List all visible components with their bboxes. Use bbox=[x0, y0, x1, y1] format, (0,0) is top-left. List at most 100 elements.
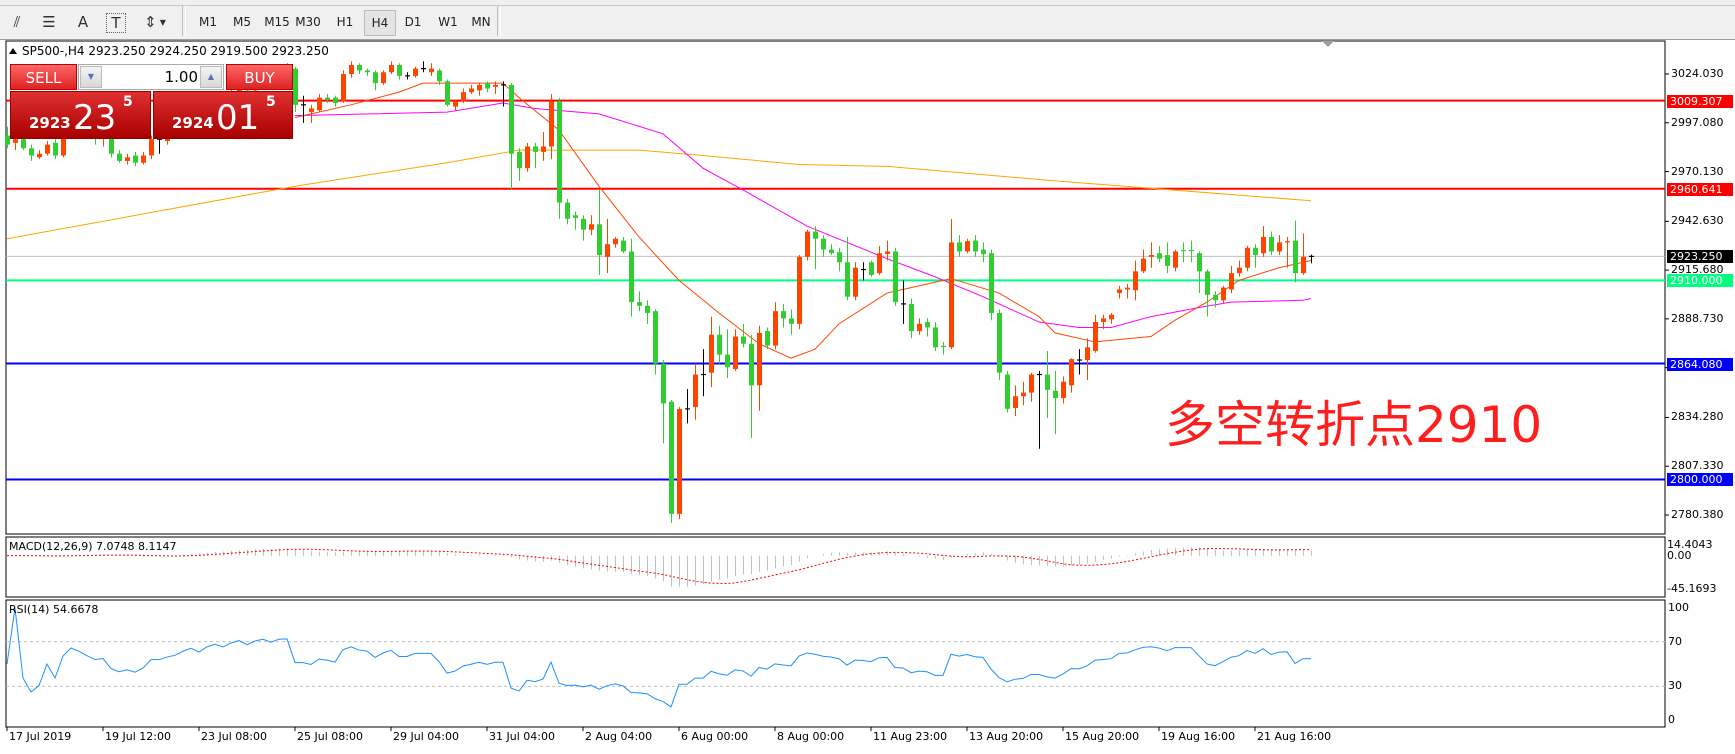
candle bbox=[485, 81, 490, 93]
candle-body bbox=[1045, 374, 1050, 390]
time-axis-label: 25 Jul 08:00 bbox=[297, 730, 363, 743]
candle-body bbox=[669, 401, 674, 514]
candle-body bbox=[1021, 392, 1026, 397]
candle bbox=[813, 226, 818, 270]
candle bbox=[709, 316, 714, 388]
candle bbox=[773, 302, 778, 350]
candle bbox=[717, 325, 722, 364]
candle-body bbox=[397, 65, 402, 76]
timeframe-d1[interactable]: D1 bbox=[404, 15, 422, 29]
candle bbox=[373, 70, 378, 91]
ma-slow-line bbox=[6, 149, 1312, 240]
time-axis-label: 8 Aug 00:00 bbox=[777, 730, 845, 743]
lot-increase-button[interactable]: ▲ bbox=[200, 66, 222, 88]
candle bbox=[1277, 235, 1282, 256]
timeframe-m1[interactable]: M1 bbox=[199, 15, 217, 29]
candle bbox=[981, 242, 986, 263]
text-icon[interactable]: A bbox=[77, 13, 89, 31]
candle bbox=[1157, 246, 1162, 263]
time-axis-label: 13 Aug 20:00 bbox=[969, 730, 1044, 743]
candle-body bbox=[1261, 236, 1266, 254]
lot-decrease-button[interactable]: ▼ bbox=[80, 66, 102, 88]
candle bbox=[1013, 385, 1018, 417]
candle-body bbox=[1221, 287, 1226, 301]
timeframe-w1[interactable]: W1 bbox=[438, 15, 458, 29]
lot-size-field[interactable]: ▼ 1.00 ▲ bbox=[78, 64, 224, 90]
candle-body bbox=[629, 251, 634, 303]
price-line-label: 2800.000 bbox=[1667, 473, 1733, 487]
timeframe-m15[interactable]: M15 bbox=[264, 15, 290, 29]
sell-price-small: 2923 bbox=[29, 114, 71, 132]
candle-body bbox=[317, 97, 322, 111]
candle-body bbox=[1197, 253, 1202, 272]
candle-body bbox=[541, 146, 546, 152]
candle-body bbox=[677, 408, 682, 514]
timeframe-m5[interactable]: M5 bbox=[233, 15, 251, 29]
candle bbox=[949, 218, 954, 350]
ma-mid-line bbox=[294, 102, 1312, 328]
macd-title: MACD(12,26,9) 7.0748 8.1147 bbox=[9, 540, 177, 553]
symbol-triangle-icon bbox=[9, 48, 17, 54]
candle bbox=[933, 322, 938, 351]
time-axis-label: 11 Aug 23:00 bbox=[873, 730, 948, 743]
macd-axis-label: 14.4043 bbox=[1667, 538, 1713, 551]
price-line-label: 2923.250 bbox=[1667, 250, 1733, 264]
buy-price-box[interactable]: 2924 01 5 bbox=[153, 91, 293, 139]
fibonacci-icon[interactable]: ☰ bbox=[42, 13, 56, 31]
candle bbox=[1037, 370, 1042, 449]
candle bbox=[837, 247, 842, 272]
candle bbox=[317, 93, 322, 113]
text-label-icon[interactable]: T bbox=[106, 13, 126, 33]
candle bbox=[1029, 372, 1034, 402]
chart-annotation[interactable]: 多空转折点2910 bbox=[1165, 396, 1543, 454]
sell-button[interactable]: SELL bbox=[10, 64, 77, 90]
candle-body bbox=[813, 231, 818, 239]
candle-body bbox=[869, 262, 874, 275]
candle-body bbox=[1101, 318, 1106, 323]
buy-button[interactable]: BUY bbox=[226, 64, 293, 90]
candle bbox=[661, 360, 666, 444]
timeframe-mn[interactable]: MN bbox=[471, 15, 491, 29]
candle-body bbox=[1253, 247, 1258, 256]
sell-price-box[interactable]: 2923 23 5 bbox=[10, 91, 151, 139]
candle bbox=[853, 262, 858, 301]
time-axis-label: 17 Jul 2019 bbox=[9, 730, 72, 743]
chevron-down-icon: ▼ bbox=[159, 17, 166, 27]
candle bbox=[1205, 269, 1210, 317]
candle bbox=[405, 72, 410, 80]
lot-size-value[interactable]: 1.00 bbox=[164, 68, 198, 86]
candle-body bbox=[733, 336, 738, 370]
candle bbox=[869, 260, 874, 277]
candle bbox=[461, 88, 466, 104]
candle bbox=[1085, 338, 1090, 380]
candle bbox=[1189, 240, 1194, 263]
elliott-wave-icon[interactable]: ⫽ bbox=[13, 13, 21, 31]
candle bbox=[653, 309, 658, 375]
candle-body bbox=[965, 241, 970, 252]
candle-body bbox=[45, 144, 50, 154]
rsi-title: RSI(14) 54.6678 bbox=[9, 603, 99, 616]
candle-body bbox=[13, 139, 18, 143]
candle-body bbox=[1061, 381, 1066, 399]
candle-body bbox=[637, 302, 642, 306]
candle-body bbox=[557, 101, 562, 203]
candle-body bbox=[149, 139, 154, 156]
macd-axis-label: 0.00 bbox=[1667, 548, 1692, 562]
candle-body bbox=[789, 318, 794, 324]
candle-body bbox=[1133, 271, 1138, 291]
sell-price-sup: 5 bbox=[123, 94, 133, 110]
time-axis-label: 29 Jul 04:00 bbox=[393, 730, 459, 743]
candle-body bbox=[517, 151, 522, 169]
candle bbox=[477, 83, 482, 96]
candle bbox=[413, 66, 418, 78]
arrows-icon[interactable]: ⇕ ▼ bbox=[142, 9, 168, 35]
toolbar-separator bbox=[182, 6, 186, 36]
candle bbox=[741, 323, 746, 348]
timeframe-h1[interactable]: H1 bbox=[336, 15, 354, 29]
candle-body bbox=[997, 312, 1002, 373]
price-axis-label: 2942.630 bbox=[1671, 214, 1724, 228]
timeframe-m30[interactable]: M30 bbox=[295, 15, 321, 29]
candle bbox=[1173, 249, 1178, 272]
timeframe-h4[interactable]: H4 bbox=[364, 10, 396, 36]
time-axis-label: 31 Jul 04:00 bbox=[489, 730, 555, 743]
